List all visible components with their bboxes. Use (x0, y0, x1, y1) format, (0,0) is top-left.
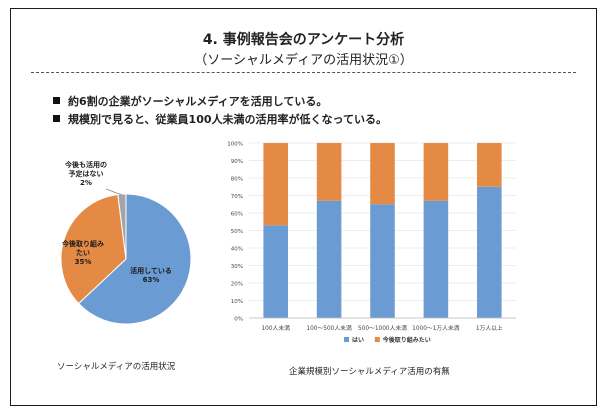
pie-label-none: 2% (80, 179, 92, 187)
pie-label-using: 63% (143, 276, 160, 284)
bar-segment-yes (423, 200, 449, 318)
pie-label-future: 今後取り組み (61, 239, 104, 248)
bar-category-label: 1000～1万人未満 (412, 324, 460, 332)
bar-segment-future (370, 143, 395, 205)
bar-segment-yes (477, 186, 502, 318)
pie-label-future: 35% (75, 258, 92, 266)
bar-segment-future (423, 143, 449, 201)
bar-segment-yes (316, 200, 342, 318)
bar-y-tick-label: 50% (231, 229, 243, 235)
bar-y-tick-label: 90% (231, 159, 243, 165)
bar-category-label: 100人未満 (261, 324, 290, 332)
slide-title: 4. 事例報告会のアンケート分析 (202, 32, 405, 48)
bar-y-tick-label: 60% (231, 212, 243, 218)
bar-y-tick-label: 100% (227, 142, 243, 148)
bar-category-label: 100～500人未満 (306, 324, 352, 332)
pie-label-none: 予定はない (69, 169, 104, 178)
pie-slice-1 (77, 193, 192, 325)
bar-y-tick-label: 0% (234, 317, 243, 323)
slide: 4. 事例報告会のアンケート分析 （ソーシャルメディアの活用状況①） 約6割の企… (10, 8, 597, 406)
pie-label-future: たい (76, 248, 90, 257)
bar-category-label: 1万人以上 (476, 324, 503, 332)
bullet-1-text: 約6割の企業がソーシャルメディアを活用している。 (68, 95, 328, 108)
bar-segment-future (316, 143, 342, 201)
bar-legend-label: 今後取り組みたい (382, 336, 431, 344)
charts-canvas: 活用している63%今後取り組みたい35%今後も活用の予定はない2%0%10%20… (60, 142, 516, 344)
bar-y-tick-label: 40% (231, 247, 243, 253)
bar-segment-yes (263, 225, 288, 318)
bullet-2: 規模別で見ると、従業員100人未満の活用率が低くなっている。 (53, 111, 387, 127)
bar-y-tick-label: 70% (231, 194, 243, 200)
pie-slice-2 (60, 193, 127, 305)
pie-label-using: 活用している (130, 266, 172, 275)
pie-leader-line (105, 188, 123, 196)
bar-legend-swatch (344, 337, 349, 342)
slide-subtitle: （ソーシャルメディアの活用状況①） (194, 53, 413, 68)
bar-segment-yes (370, 204, 395, 318)
bullet-2-text: 規模別で見ると、従業員100人未満の活用率が低くなっている。 (68, 113, 387, 126)
bullet-1: 約6割の企業がソーシャルメディアを活用している。 (53, 93, 327, 109)
bar-y-tick-label: 80% (231, 177, 243, 183)
bar-category-label: 500～1000人未満 (358, 324, 407, 332)
bullet-square-icon (53, 97, 60, 104)
bar-segment-future (477, 143, 502, 187)
pie-label-none: 今後も活用の (64, 160, 107, 169)
bar-y-tick-label: 20% (231, 282, 243, 288)
bar-legend-swatch (374, 337, 380, 342)
bar-y-tick-label: 10% (231, 299, 243, 305)
bar-chart-caption: 企業規模別ソーシャルメディア活用の有無 (289, 367, 450, 377)
pie-chart-caption: ソーシャルメディアの活用状況 (57, 362, 176, 372)
title-divider (31, 72, 576, 73)
bullet-square-icon (53, 115, 60, 122)
pie-slice-3 (117, 193, 127, 260)
bar-y-tick-label: 30% (231, 264, 243, 270)
bar-legend-label: はい (352, 337, 364, 344)
bar-segment-future (263, 143, 288, 226)
